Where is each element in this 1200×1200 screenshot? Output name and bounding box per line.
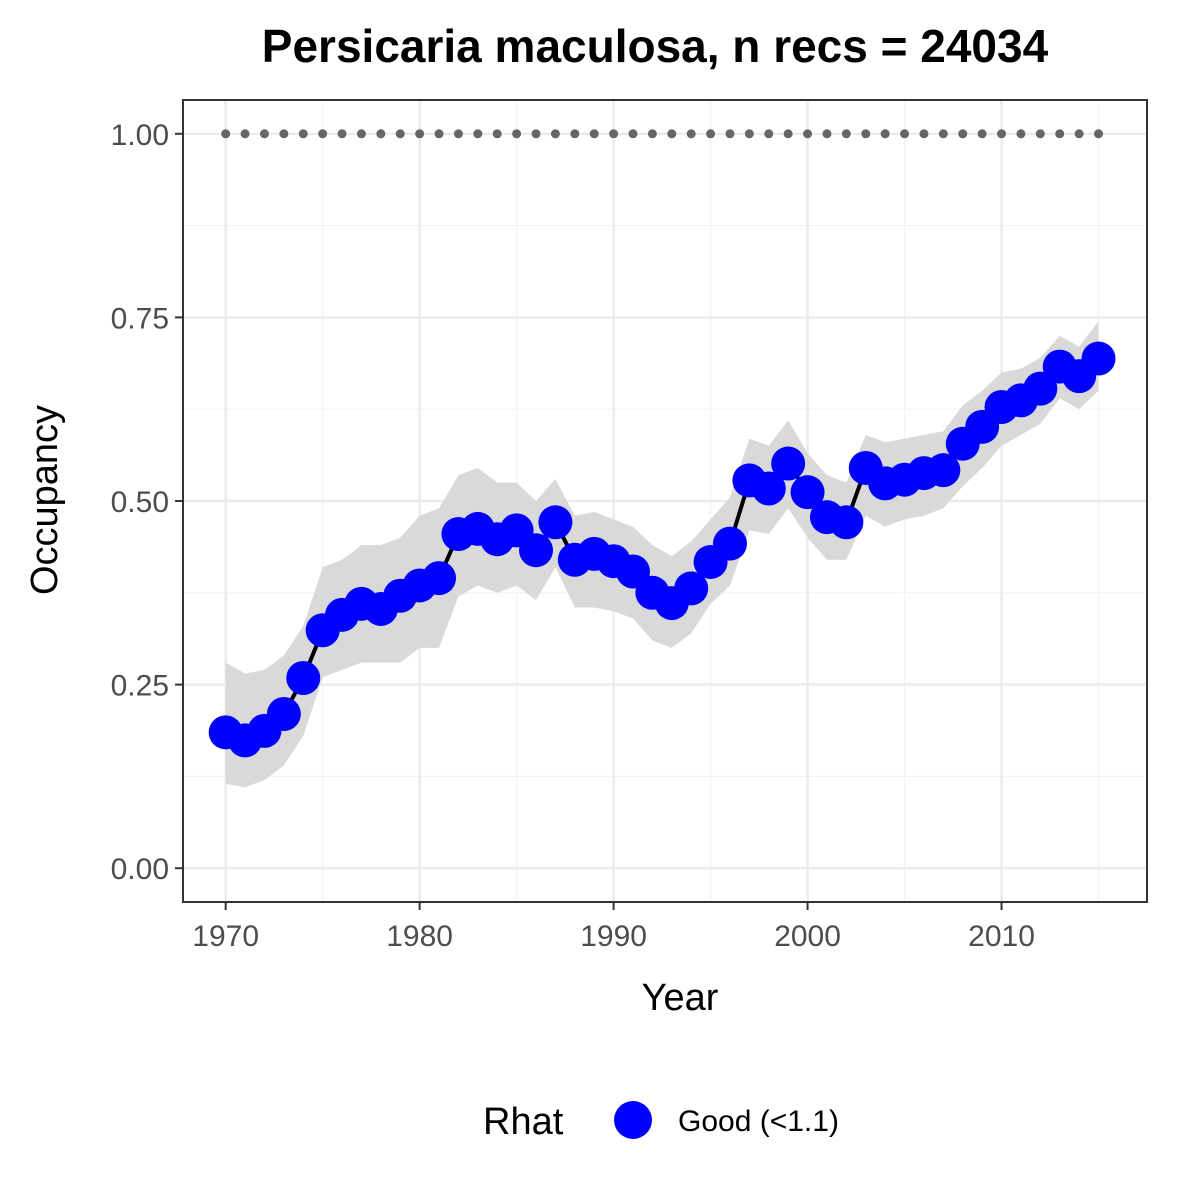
x-axis-title: Year [642,977,719,1019]
legend-title: Rhat [483,1101,564,1143]
reference-line-layer [221,129,1104,139]
reference-dot [356,129,366,139]
x-tick-label: 1980 [386,920,453,953]
reference-dot [1016,129,1026,139]
reference-dot [298,129,308,139]
reference-dot [822,129,832,139]
x-tick-label: 2000 [774,920,841,953]
reference-dot [725,129,735,139]
reference-dot [609,129,619,139]
x-tick-label: 1990 [580,920,647,953]
reference-dot [453,129,463,139]
reference-dot [434,129,444,139]
data-point [674,571,709,606]
reference-dot [473,129,483,139]
reference-dot [376,129,386,139]
confidence-ribbon [225,321,1099,788]
reference-dot [783,129,793,139]
reference-dot [279,129,289,139]
reference-dot [938,129,948,139]
reference-dot [570,129,580,139]
data-point [1081,341,1116,376]
reference-dot [841,129,851,139]
x-axis: 1970 1980 1990 2000 2010 [192,902,1035,953]
reference-dot [318,129,328,139]
reference-dot [240,129,250,139]
reference-dot [1055,129,1065,139]
data-point [771,446,806,481]
legend-label-good: Good (<1.1) [678,1105,839,1138]
confidence-ribbon-layer [225,321,1099,788]
reference-dot [647,129,657,139]
reference-dot [550,129,560,139]
data-point [1023,371,1058,406]
legend-key-good [614,1101,652,1139]
reference-dot [415,129,425,139]
reference-dot [958,129,968,139]
reference-dot [259,129,269,139]
chart-title: Persicaria maculosa, n recs = 24034 [262,20,1049,72]
y-tick-label: 0.50 [111,486,169,519]
reference-dot [861,129,871,139]
y-axis: 0.00 0.25 0.50 0.75 1.00 [111,119,183,886]
x-tick-label: 2010 [968,920,1035,953]
data-point [712,526,747,561]
reference-dot [686,129,696,139]
reference-dot [667,129,677,139]
data-point [926,453,961,488]
reference-dot [628,129,638,139]
reference-dot [589,129,599,139]
data-point [538,505,573,540]
reference-dot [803,129,813,139]
x-tick-label: 1970 [192,920,259,953]
reference-dot [977,129,987,139]
reference-dot [706,129,716,139]
reference-dot [395,129,405,139]
reference-dot [1094,129,1104,139]
reference-dot [221,129,231,139]
reference-dot [919,129,929,139]
reference-dot [880,129,890,139]
reference-dot [492,129,502,139]
data-point [790,475,825,510]
reference-dot [512,129,522,139]
y-tick-label: 0.75 [111,302,169,335]
reference-dot [744,129,754,139]
data-points-layer [208,341,1116,758]
grid-major [183,100,1147,902]
y-tick-label: 0.00 [111,853,169,886]
data-point [519,533,554,568]
y-axis-title: Occupancy [24,405,66,595]
data-point [286,660,321,695]
data-point [266,696,301,731]
reference-dot [337,129,347,139]
data-point [829,505,864,540]
reference-dot [531,129,541,139]
reference-dot [1074,129,1084,139]
legend: Rhat Good (<1.1) [483,1101,839,1143]
reference-dot [764,129,774,139]
y-tick-label: 1.00 [111,119,169,152]
y-tick-label: 0.25 [111,670,169,703]
data-point [751,471,786,506]
reference-dot [997,129,1007,139]
reference-dot [1035,129,1045,139]
reference-dot [900,129,910,139]
data-point [422,561,457,596]
